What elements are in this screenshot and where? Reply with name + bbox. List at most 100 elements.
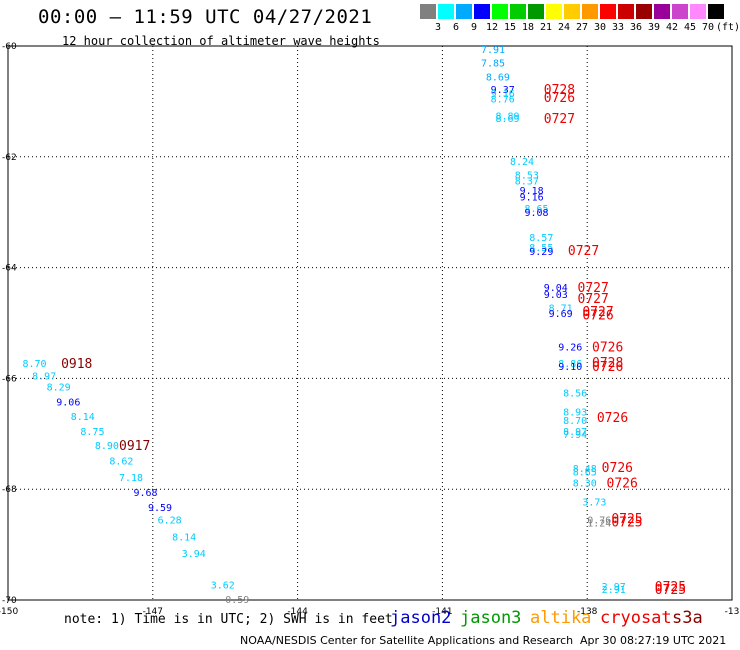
legend-tick-label: 9 — [470, 22, 478, 33]
y-tick-label: -60 — [2, 42, 17, 52]
legend-tick-label: 15 — [503, 22, 517, 33]
legend-swatch — [672, 4, 688, 19]
chart-subtitle: 12 hour collection of altimeter wave hei… — [62, 34, 380, 48]
swh-value-label: 2.91 — [602, 585, 626, 596]
legend-swatch — [618, 4, 634, 19]
x-tick-label: -150 — [0, 607, 18, 617]
swh-value-label: 8.70 — [563, 416, 587, 427]
swh-value-label: 9.26 — [558, 342, 582, 353]
legend-tick-label: 30 — [593, 22, 607, 33]
y-tick-label: -66 — [2, 374, 17, 384]
swh-value-label: 0.76 — [587, 516, 611, 527]
swh-value-label: 9.03 — [544, 290, 568, 301]
pass-time-label: 0728 — [544, 83, 575, 98]
x-tick-label: -141 — [432, 607, 452, 617]
swh-value-label: 9.16 — [491, 89, 515, 100]
swh-value-label: 8.29 — [47, 383, 71, 394]
swh-value-label: 9.16 — [520, 193, 544, 204]
swh-value-label: 8.24 — [510, 157, 534, 168]
swh-value-label: 2.97 — [602, 582, 626, 593]
x-tick-label: -144 — [287, 607, 308, 617]
legend-swatch — [528, 4, 544, 19]
chart-title: 00:00 – 11:59 UTC 04/27/2021 — [38, 6, 373, 28]
pass-time-label: 0918 — [61, 357, 92, 372]
satellite-label-cryosat: cryosat — [600, 608, 672, 628]
legend-tick-label: 39 — [647, 22, 661, 33]
pass-time-label: 0727 — [578, 292, 609, 307]
swh-value-label: 9.69 — [549, 309, 573, 320]
satellite-label-jason2: jason2 — [390, 608, 452, 628]
swh-value-label: 8.70 — [22, 359, 46, 370]
pass-time-label: 0725 — [611, 515, 642, 530]
pass-time-label: 0726 — [607, 477, 638, 492]
legend-tick-label: 70 — [701, 22, 715, 33]
pass-time-label: 0727 — [582, 305, 613, 320]
legend-tick-label: 24 — [557, 22, 571, 33]
legend-swatch — [564, 4, 580, 19]
satellite-label-jason3: jason3 — [460, 608, 522, 628]
legend-tick-label: 3 — [434, 22, 442, 33]
swh-value-label: 8.89 — [495, 111, 519, 122]
legend-swatch — [474, 4, 490, 19]
satellite-label-s3a: s3a — [672, 608, 703, 628]
pass-time-label: 0726 — [592, 360, 623, 375]
y-tick-label: -62 — [2, 153, 17, 163]
legend-swatch — [690, 4, 706, 19]
swh-value-label: 8.55 — [529, 243, 553, 254]
pass-time-label: 0727 — [578, 281, 609, 296]
pass-time-label: 0725 — [655, 580, 686, 595]
plot-frame — [7, 45, 733, 601]
swh-value-label: 8.93 — [563, 408, 587, 419]
swh-value-label: 8.97 — [563, 427, 587, 438]
swh-value-label: 7.18 — [119, 473, 143, 484]
swh-value-label: 8.65 — [524, 204, 548, 215]
swh-value-label: 9.59 — [148, 503, 172, 514]
pass-time-label: 0726 — [602, 461, 633, 476]
units-note: note: 1) Time is in UTC; 2) SWH is in fe… — [64, 612, 393, 627]
pass-time-label: 0725 — [611, 512, 642, 527]
swh-value-label: 8.76 — [491, 95, 515, 106]
legend-tick-label: 36 — [629, 22, 643, 33]
swh-value-label: 8.97 — [32, 372, 56, 383]
swh-value-label: 8.86 — [558, 359, 582, 370]
legend-tick-label: 45 — [683, 22, 697, 33]
legend-swatch — [420, 4, 436, 19]
swh-value-label: 8.30 — [573, 479, 597, 490]
legend-swatch — [600, 4, 616, 19]
pass-time-label: 0726 — [592, 340, 623, 355]
swh-value-label: 8.53 — [515, 171, 539, 182]
swh-value-label: 8.56 — [563, 388, 587, 399]
swh-value-label: 8.69 — [486, 72, 510, 83]
pass-time-label: 0726 — [544, 91, 575, 106]
legend-tick-label: 21 — [539, 22, 553, 33]
swh-value-label: 0.59 — [225, 595, 249, 606]
swh-value-label: 3.94 — [182, 549, 206, 560]
swh-value-label: 9.68 — [133, 488, 157, 499]
credit-text: NOAA/NESDIS Center for Satellite Applica… — [240, 634, 574, 647]
legend-tick-label: 18 — [521, 22, 535, 33]
generation-timestamp: Apr 30 08:27:19 UTC 2021 — [580, 634, 727, 647]
y-tick-label: -64 — [2, 264, 17, 274]
pass-time-label: 0727 — [568, 244, 599, 259]
legend-swatch — [582, 4, 598, 19]
swh-value-label: 8.75 — [80, 427, 104, 438]
legend-unit: (ft) — [716, 22, 740, 33]
swh-value-label: 3.62 — [211, 580, 235, 591]
legend-swatch — [438, 4, 454, 19]
pass-time-label: 0726 — [597, 411, 628, 426]
pass-time-label: 0728 — [592, 356, 623, 371]
legend-tick-label: 42 — [665, 22, 679, 33]
swh-value-label: 8.57 — [529, 233, 553, 244]
y-tick-label: -70 — [2, 596, 17, 606]
swh-value-label: 9.29 — [529, 247, 553, 258]
swh-value-label: 8.62 — [109, 456, 133, 467]
legend-swatch — [510, 4, 526, 19]
swh-value-label: 7.94 — [563, 430, 587, 441]
pass-time-label: 0726 — [582, 309, 613, 324]
legend-tick-label: 27 — [575, 22, 589, 33]
satellite-label-altika: altika — [530, 608, 592, 628]
swh-value-label: 8.65 — [573, 467, 597, 478]
swh-value-label: 8.71 — [549, 303, 573, 314]
swh-value-label: 9.04 — [544, 283, 568, 294]
x-tick-label: -147 — [143, 607, 163, 617]
